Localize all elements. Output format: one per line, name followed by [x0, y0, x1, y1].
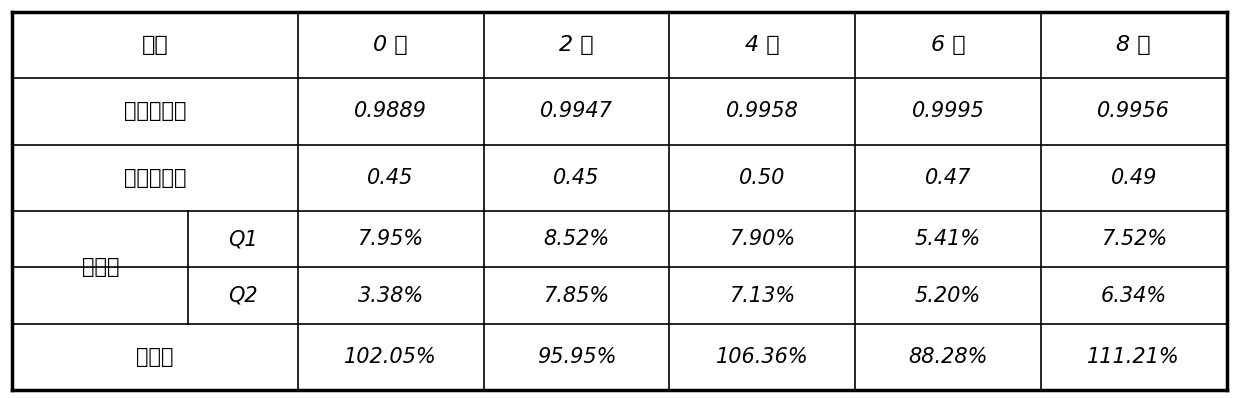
- Text: 重复性: 重复性: [82, 258, 119, 277]
- Text: 7.85%: 7.85%: [543, 285, 610, 306]
- Text: 8.52%: 8.52%: [543, 229, 610, 249]
- Text: 102.05%: 102.05%: [344, 347, 437, 367]
- Text: 0.9958: 0.9958: [726, 101, 799, 121]
- Text: Q2: Q2: [228, 285, 258, 306]
- Text: 准确度: 准确度: [136, 347, 173, 367]
- Text: 0.9956: 0.9956: [1098, 101, 1170, 121]
- Text: 0 天: 0 天: [373, 35, 408, 55]
- Text: 线性相关性: 线性相关性: [124, 101, 186, 121]
- Text: 7.52%: 7.52%: [1100, 229, 1167, 249]
- Text: 0.9995: 0.9995: [912, 101, 984, 121]
- Text: 0.45: 0.45: [368, 168, 414, 188]
- Text: 4 天: 4 天: [745, 35, 779, 55]
- Text: 参数: 参数: [141, 35, 169, 55]
- Text: 0.9889: 0.9889: [354, 101, 427, 121]
- Text: 0.45: 0.45: [553, 168, 600, 188]
- Text: 0.49: 0.49: [1110, 168, 1157, 188]
- Text: 106.36%: 106.36%: [716, 347, 809, 367]
- Text: 5.41%: 5.41%: [914, 229, 981, 249]
- Text: 0.50: 0.50: [738, 168, 786, 188]
- Text: 8 天: 8 天: [1116, 35, 1151, 55]
- Text: 最低检测限: 最低检测限: [124, 168, 186, 188]
- Text: 111.21%: 111.21%: [1088, 347, 1180, 367]
- Text: 6 天: 6 天: [930, 35, 965, 55]
- Text: 7.95%: 7.95%: [358, 229, 424, 249]
- Text: 0.9947: 0.9947: [540, 101, 613, 121]
- Text: 7.13%: 7.13%: [729, 285, 795, 306]
- Text: 95.95%: 95.95%: [536, 347, 616, 367]
- Text: 0.47: 0.47: [924, 168, 971, 188]
- Text: 88.28%: 88.28%: [908, 347, 987, 367]
- Text: 7.90%: 7.90%: [729, 229, 795, 249]
- Text: 2 天: 2 天: [559, 35, 593, 55]
- Text: Q1: Q1: [228, 229, 258, 249]
- Text: 6.34%: 6.34%: [1100, 285, 1167, 306]
- Text: 3.38%: 3.38%: [358, 285, 424, 306]
- Text: 5.20%: 5.20%: [914, 285, 981, 306]
